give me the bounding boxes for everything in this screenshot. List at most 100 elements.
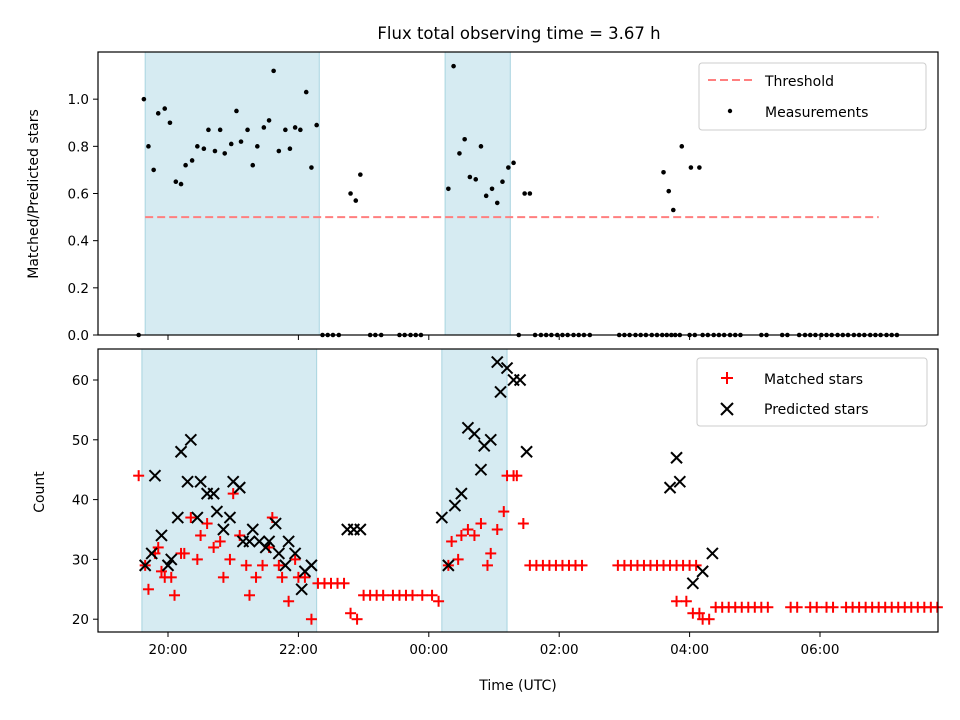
matched-star-point [498,506,510,518]
matched-stars-legend-marker [721,372,733,384]
matched-star-point [462,524,474,535]
predicted-star-point [171,511,184,524]
x-tick-label: 20:00 [149,642,188,658]
matched-star-point [791,601,803,613]
predicted-star-point [494,385,507,399]
count-y-ticks: 20 30 40 50 60 [72,373,98,628]
predicted-star-point [233,481,246,494]
measurement-point [146,144,151,149]
measurement-point [462,136,467,142]
predicted-stars-legend-label: Predicted stars [764,402,869,418]
count-axes [97,348,939,633]
predicted-star-point [243,535,256,548]
count-panel: 20 30 40 50 60 20:00 22:00 00:00 02:00 04:00 06:0… [32,348,943,694]
matched-star-point [762,601,774,613]
y-tick-label: 1.0 [68,92,89,108]
predicted-star-point [161,559,175,572]
measurement-point [283,127,288,133]
ratio-legend-box [698,62,927,131]
predicted-star-point [148,469,162,482]
measurement-point [206,127,211,133]
measurement-point [309,165,314,170]
predicted-star-point [455,487,468,500]
measurement-point [255,144,260,149]
measurement-point [451,63,456,69]
matched-star-point [201,518,213,530]
measurement-point [679,144,685,149]
matched-star-point [195,529,207,541]
matched-star-point [491,524,503,535]
matched-star-point [227,488,239,500]
measurement-point [178,181,184,187]
predicted-star-point [272,547,286,560]
matched-star-point [468,529,480,541]
matched-star-point [511,470,523,482]
measurement-point [303,89,309,95]
matched-star-point [299,571,311,583]
measurement-point [271,68,276,74]
observing-window [141,348,318,633]
matched-star-point [452,553,464,565]
matched-star-point [214,535,226,547]
measurement-point [473,177,479,182]
y-tick-label: 20 [72,612,89,628]
y-tick-label: 0.8 [68,139,89,155]
matched-star-point [283,595,295,607]
measurement-point [228,141,234,147]
predicted-star-point [223,511,237,524]
x-tick-label: 06:00 [801,642,840,658]
matched-star-point [257,559,269,571]
matched-star-point [169,589,181,601]
measurement-point [183,162,188,168]
matched-star-point [240,559,252,571]
chart-title: Flux total observing time = 3.67 h [377,24,660,43]
predicted-star-point [354,523,367,536]
observing-windows-bottom [141,348,508,633]
x-tick-label: 02:00 [540,642,579,658]
measurement-point [141,96,147,102]
matched-star-point [416,589,428,601]
predicted-star-point [442,559,455,572]
matched-star-point [133,470,145,482]
observing-window [441,348,508,633]
predicted-star-point [207,487,220,500]
predicted-star-point [181,475,194,488]
y-tick-label: 50 [72,433,89,449]
matched-star-point [827,601,839,613]
measurement-point [489,186,495,192]
measurement-point [276,148,282,154]
predicted-star-point [435,511,449,524]
matched-star-point [351,613,363,625]
matched-star-point [289,553,301,565]
matched-stars-points [133,470,943,625]
matched-star-point [703,613,715,625]
measurement-point [483,193,489,199]
measurement-point [527,191,533,196]
predicted-star-point [155,529,168,542]
matched-star-point [485,547,497,559]
matched-star-point [811,601,823,613]
matched-star-point [475,518,487,530]
measurement-point [688,165,694,170]
matched-star-point [931,601,943,613]
y-tick-label: 40 [72,493,89,509]
matched-star-point [191,553,203,565]
measurement-point [661,169,666,175]
predicted-star-point [491,355,504,369]
matched-star-point [142,583,154,595]
measurement-point [348,191,353,196]
matched-star-point [305,613,317,625]
measurement-point [666,188,672,194]
measurement-point [298,127,303,133]
predicted-star-point [138,559,152,572]
observing-windows-top [144,51,511,336]
predicted-star-point [191,511,204,524]
matched-star-point [433,595,445,607]
measurement-point [467,174,473,180]
ratio-panel: 0.0 0.2 0.4 0.6 0.8 1.0 Matched/Predicted sta… [26,51,939,344]
measurement-point [250,162,256,168]
matched-star-point [152,541,164,553]
matched-star-point [576,559,588,571]
y-tick-label: 0.0 [68,328,89,344]
measurement-point [446,186,451,192]
